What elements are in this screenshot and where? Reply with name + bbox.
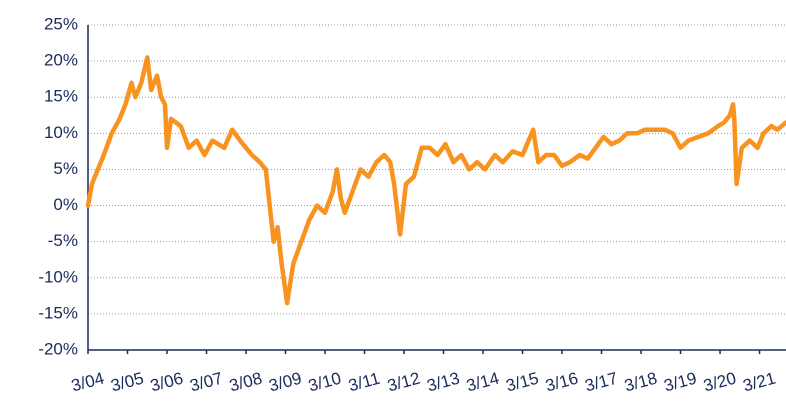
series-line xyxy=(85,55,786,306)
x-tick-label: 3/14 xyxy=(464,369,501,396)
y-tick-label: 5% xyxy=(53,159,78,178)
y-tick-label: -15% xyxy=(38,303,78,322)
y-tick-label: -20% xyxy=(38,339,78,358)
x-tick-label: 3/18 xyxy=(622,369,659,396)
x-tick-label: 3/07 xyxy=(188,369,225,396)
y-tick-label: 15% xyxy=(44,87,78,106)
x-tick-label: 3/21 xyxy=(741,369,778,396)
x-tick-label: 3/19 xyxy=(662,369,699,396)
x-tick-label: 3/15 xyxy=(504,369,541,396)
x-tick-label: 3/06 xyxy=(148,369,185,396)
y-tick-label: 20% xyxy=(44,51,78,70)
x-tick-label: 3/04 xyxy=(69,369,106,396)
x-tick-label: 3/11 xyxy=(346,369,382,396)
y-tick-label: -10% xyxy=(38,267,78,286)
x-tick-label: 3/17 xyxy=(583,369,620,396)
x-tick-label: 3/10 xyxy=(306,369,343,396)
x-tick-label: 3/08 xyxy=(227,369,264,396)
x-tick-label: 3/05 xyxy=(109,369,146,396)
x-tick-label: 3/16 xyxy=(543,369,580,396)
x-tick-label: 3/13 xyxy=(425,369,462,396)
y-tick-label: -5% xyxy=(48,231,78,250)
y-tick-label: 10% xyxy=(44,123,78,142)
x-tick-label: 3/09 xyxy=(267,369,304,396)
y-tick-label: 0% xyxy=(53,195,78,214)
y-tick-label: 25% xyxy=(44,14,78,33)
x-tick-label: 3/20 xyxy=(701,369,738,396)
x-tick-label: 3/12 xyxy=(385,369,422,396)
